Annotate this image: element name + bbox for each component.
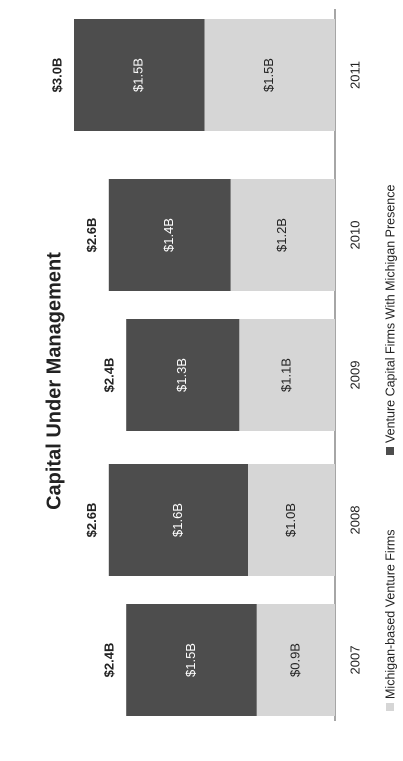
value-label: $1.5B [183,643,198,677]
bar-segment [126,604,257,716]
total-label: $2.6B [84,503,99,538]
x-tick-label: 2010 [347,221,362,250]
value-label: $1.6B [170,503,185,537]
legend-label: Venture Capital Firms With Michigan Pres… [383,185,397,443]
x-tick-label: 2011 [347,61,362,89]
value-label: $1.3B [174,358,189,392]
bar-segment [256,604,336,716]
legend-label: Michigan-based Venture Firms [383,529,397,699]
value-label: $1.2B [274,218,289,252]
value-label: $1.1B [279,358,294,392]
bar-segment [126,319,240,431]
legend-swatch [386,703,394,711]
value-label: $1.5B [131,58,146,92]
legend-swatch [386,447,394,455]
total-label: $3.0B [49,58,64,93]
total-label: $2.4B [102,358,117,393]
bar-segment [204,19,335,131]
bar-segment [108,179,231,291]
x-tick-label: 2007 [347,646,362,675]
value-label: $0.9B [287,643,302,677]
total-label: $2.4B [102,643,117,678]
chart-title: Capital Under Management [43,252,65,510]
bar-segment [74,19,205,131]
bar-segment [248,464,335,576]
bar-segment [108,464,248,576]
bar-segment [230,179,336,291]
bar-segment [239,319,335,431]
value-label: $1.4B [161,218,176,252]
value-label: $1.0B [283,503,298,537]
total-label: $2.6B [84,218,99,253]
x-tick-label: 2008 [347,506,362,535]
value-label: $1.5B [261,58,276,92]
rotated-frame: Capital Under Management $0.9B $1.5B $2.4B… [43,9,397,721]
x-tick-label: 2009 [347,361,362,390]
